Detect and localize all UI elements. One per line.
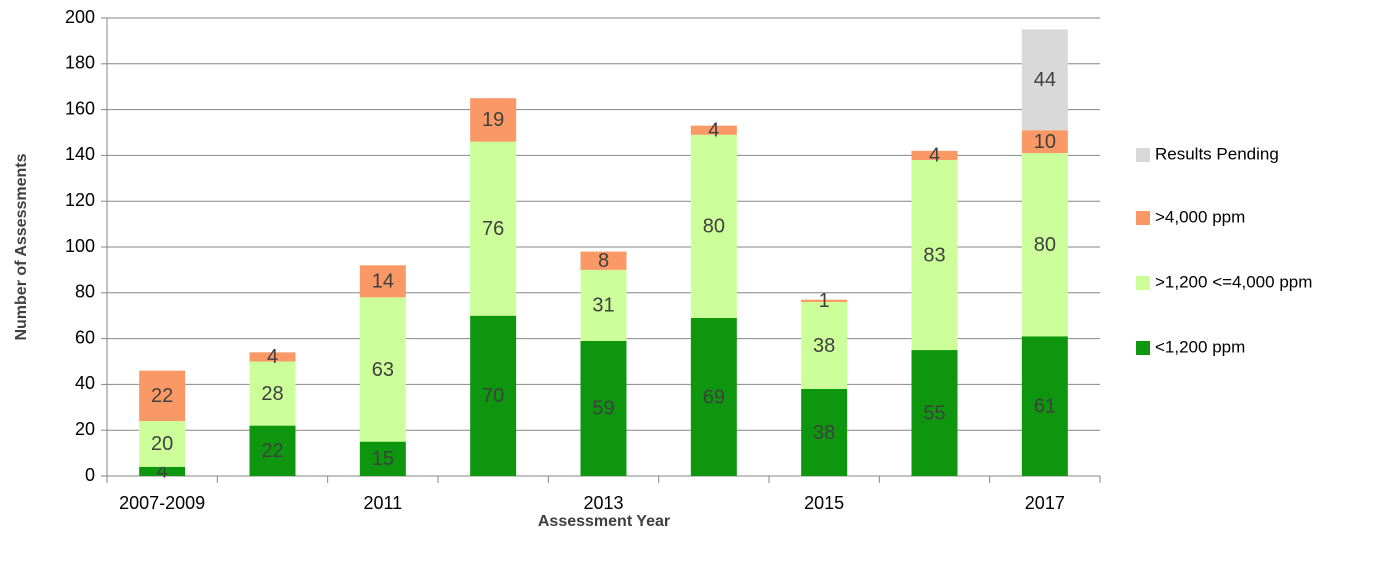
y-tick-label: 160: [65, 98, 95, 118]
x-tick-label: 2015: [804, 493, 844, 513]
x-tick-label: 2011: [363, 493, 402, 513]
y-tick-label: 100: [65, 236, 95, 256]
legend-label: <1,200 ppm: [1155, 337, 1245, 356]
data-label: 15: [372, 448, 394, 470]
data-label: 63: [372, 359, 394, 381]
bar-segment: [470, 141, 517, 316]
y-tick-label: 40: [75, 373, 95, 393]
data-label: 4: [267, 346, 278, 368]
bar-segment: [359, 297, 406, 442]
y-tick-label: 80: [75, 282, 95, 302]
data-label: 38: [813, 422, 835, 444]
data-label: 28: [261, 383, 283, 405]
bar-segment: [801, 301, 848, 389]
data-label: 83: [923, 244, 945, 266]
bar-segment: [249, 352, 296, 362]
bar-segment: [690, 134, 737, 318]
data-label: 22: [151, 385, 173, 407]
data-label: 44: [1034, 69, 1056, 91]
y-tick-label: 20: [75, 419, 95, 439]
y-tick-label: 120: [65, 190, 95, 210]
data-label: 59: [592, 398, 614, 420]
bar-segment: [139, 421, 186, 467]
data-label: 22: [261, 440, 283, 462]
data-label: 61: [1034, 395, 1056, 417]
legend-swatch: [1136, 341, 1150, 355]
bar-segment: [801, 299, 848, 302]
legend-swatch: [1136, 276, 1150, 290]
x-axis-title: Assessment Year: [538, 513, 670, 530]
bar-segment: [1021, 336, 1068, 476]
data-label: 38: [813, 335, 835, 357]
data-label: 4: [708, 119, 719, 141]
y-tick-label: 140: [65, 144, 95, 164]
legend-label: Results Pending: [1155, 144, 1279, 163]
bar-segment: [580, 340, 627, 476]
bar-segment: [249, 361, 296, 426]
data-label: 14: [372, 271, 394, 293]
bar-segment: [580, 269, 627, 341]
data-label: 31: [592, 295, 614, 317]
bar-segment: [249, 425, 296, 476]
data-label: 20: [151, 433, 173, 455]
data-label: 76: [482, 218, 504, 240]
bar-segment: [690, 317, 737, 476]
data-label: 10: [1034, 131, 1056, 153]
data-label: 69: [703, 386, 725, 408]
bar-segment: [470, 315, 517, 476]
bar-segment: [1021, 130, 1068, 154]
data-label: 80: [703, 216, 725, 238]
bar-segment: [359, 441, 406, 476]
bar-segment: [1021, 29, 1068, 131]
data-label: 4: [157, 461, 168, 483]
bar-segment: [690, 125, 737, 135]
bar-segment: [911, 350, 958, 476]
data-label: 8: [598, 250, 609, 272]
y-tick-label: 60: [75, 327, 95, 347]
y-axis-title: Number of Assessments: [13, 153, 30, 340]
bar-segment: [139, 466, 186, 476]
legend-swatch: [1136, 148, 1150, 162]
bar-segment: [359, 265, 406, 298]
bar-segment: [801, 388, 848, 476]
x-tick-label: 2013: [583, 493, 623, 513]
bar-segment: [1021, 153, 1068, 337]
legend-swatch: [1136, 211, 1150, 225]
data-label: 70: [482, 385, 504, 407]
bar-segment: [470, 98, 517, 142]
bar-segment: [911, 159, 958, 351]
data-label: 55: [923, 402, 945, 424]
legend-label: >1,200 <=4,000 ppm: [1155, 272, 1312, 291]
x-tick-label: 2017: [1025, 493, 1065, 513]
y-tick-label: 0: [85, 465, 95, 485]
x-tick-label: 2007-2009: [119, 493, 205, 513]
data-label: 80: [1034, 234, 1056, 256]
data-label: 4: [929, 145, 940, 167]
data-label: 19: [482, 109, 504, 131]
bar-segment: [911, 150, 958, 160]
bar-segment: [580, 251, 627, 270]
y-tick-label: 200: [65, 7, 95, 27]
legend-label: >4,000 ppm: [1155, 207, 1245, 226]
data-label: 1: [819, 290, 830, 312]
y-tick-label: 180: [65, 53, 95, 73]
bar-segment: [139, 370, 186, 422]
